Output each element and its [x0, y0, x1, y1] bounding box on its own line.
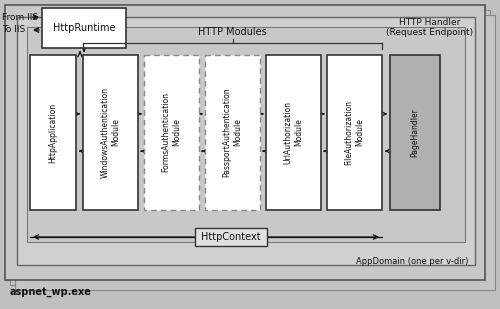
Bar: [390, 55, 440, 210]
Bar: [327, 55, 382, 210]
Bar: [144, 55, 199, 210]
Text: From IIS: From IIS: [2, 12, 38, 22]
Bar: [42, 8, 126, 48]
Text: HTTP Handler
(Request Endpoint): HTTP Handler (Request Endpoint): [386, 18, 474, 37]
Bar: [266, 55, 321, 210]
Text: PageHandler: PageHandler: [410, 108, 420, 157]
Bar: [83, 55, 138, 210]
Bar: [5, 5, 485, 280]
Text: aspnet_wp.exe: aspnet_wp.exe: [10, 287, 92, 297]
Bar: [10, 10, 490, 285]
Text: HttpContext: HttpContext: [201, 232, 261, 242]
Text: HttpRuntime: HttpRuntime: [53, 23, 115, 33]
Bar: [195, 228, 267, 246]
Text: AppDomain (one per v-dir): AppDomain (one per v-dir): [356, 257, 468, 266]
Text: UrlAuthorization
Module: UrlAuthorization Module: [284, 101, 304, 164]
Text: To IIS: To IIS: [2, 26, 25, 35]
Bar: [17, 17, 475, 265]
Bar: [30, 55, 76, 210]
Text: FormsAuthentication
Module: FormsAuthentication Module: [162, 92, 182, 172]
Bar: [15, 15, 495, 290]
Text: WindowsAuthentication
Module: WindowsAuthentication Module: [100, 87, 120, 178]
Text: HttpApplication: HttpApplication: [48, 103, 58, 163]
Text: HTTP Modules: HTTP Modules: [198, 27, 267, 37]
Text: FileAuthorization
Module: FileAuthorization Module: [344, 100, 364, 165]
Bar: [205, 55, 260, 210]
Text: PassportAuthentication
Module: PassportAuthentication Module: [222, 88, 242, 177]
Bar: [5, 5, 485, 280]
Bar: [27, 27, 465, 242]
